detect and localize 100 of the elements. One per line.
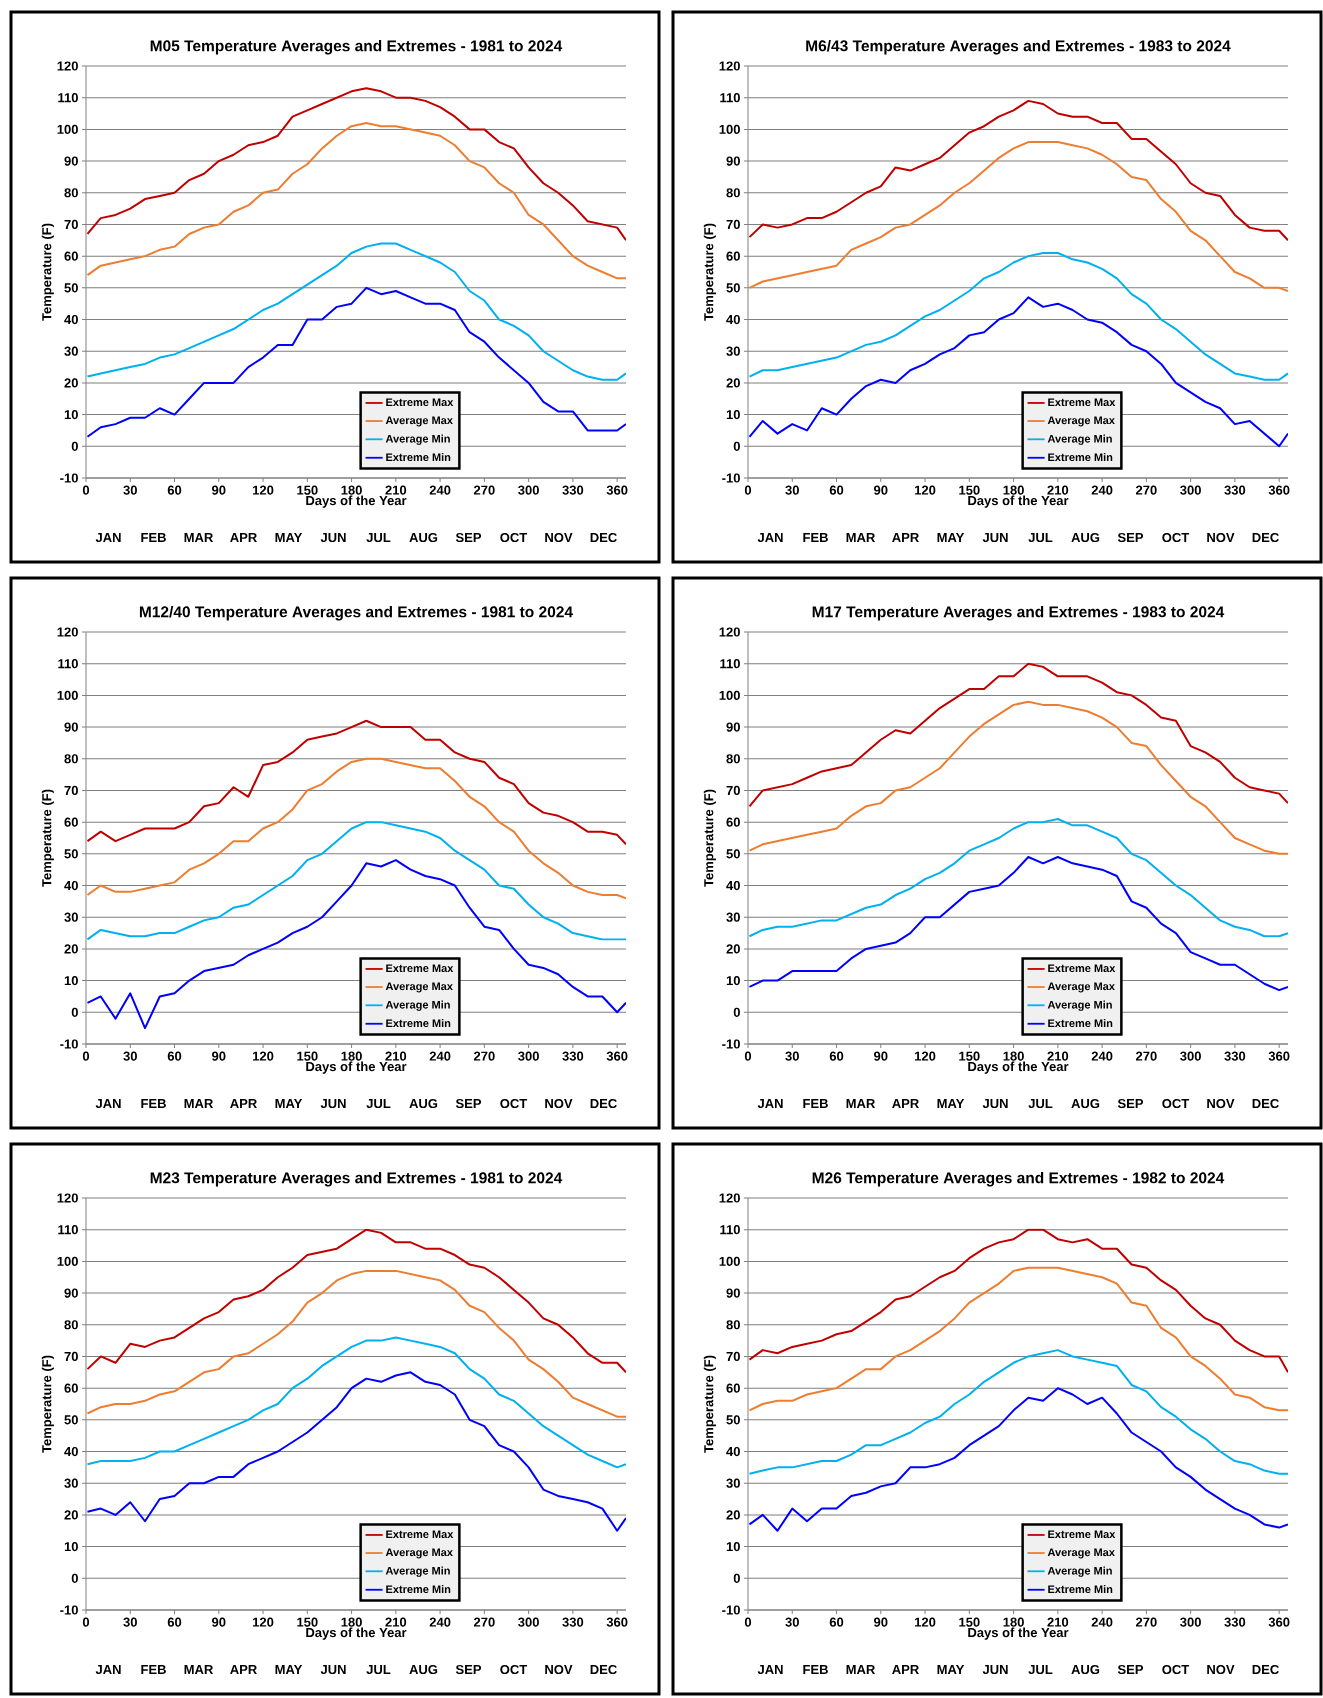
y-tick-label: 30 (64, 912, 78, 922)
x-tick-label: 120 (915, 1617, 936, 1627)
y-tick-label: 70 (726, 785, 740, 796)
x-tick-label: 150 (959, 485, 980, 495)
x-tick-label: 240 (429, 1051, 451, 1061)
x-tick-label: 30 (785, 1051, 799, 1061)
x-tick-label: 0 (744, 1617, 752, 1627)
text: FEB (141, 1665, 166, 1674)
x-tick-label: 360 (606, 1617, 628, 1627)
text: SEP (1117, 1098, 1144, 1109)
y-tick-label: 60 (726, 817, 740, 827)
y-tick-label: 40 (726, 1446, 740, 1457)
y-tick-label: -10 (722, 473, 740, 483)
y-tick-label: 110 (58, 1225, 78, 1235)
chart-title: M05 Temperature Averages and Extremes - 1981 to 2024 (150, 39, 563, 55)
x-tick-label: 60 (167, 1617, 182, 1627)
y-tick-label: 90 (726, 722, 740, 732)
x-tick-label: 90 (874, 1051, 888, 1061)
y-tick-label: 90 (726, 1288, 740, 1298)
y-tick-label: 100 (57, 124, 78, 134)
x-tick-label: 90 (212, 1051, 226, 1061)
text: AUG (1071, 1098, 1100, 1109)
legend-label: Extreme Max (386, 398, 454, 407)
x-tick-label: 180 (1003, 1051, 1024, 1061)
x-tick-label: 360 (606, 485, 628, 495)
text: MAR (184, 1665, 214, 1674)
text: JAN (757, 1665, 783, 1675)
y-tick-label: 20 (726, 944, 740, 954)
y-tick-label: 90 (726, 156, 740, 166)
y-tick-label: 0 (733, 1007, 740, 1017)
y-tick-label: 30 (726, 346, 740, 356)
x-tick-label: 120 (253, 485, 274, 495)
y-tick-label: 70 (64, 785, 78, 796)
y-tick-label: -10 (60, 1605, 78, 1615)
text: SEP (455, 1664, 482, 1675)
x-tick-label: 120 (253, 1617, 274, 1627)
x-tick-label: 210 (1047, 1617, 1069, 1627)
x-tick-label: 270 (473, 1617, 495, 1627)
x-tick-label: 180 (341, 485, 362, 495)
text: JUN (982, 1665, 1008, 1675)
text: MAY (937, 1099, 965, 1108)
text: JAN (95, 1099, 121, 1109)
text: FEB (803, 1665, 828, 1674)
y-tick-label: 40 (64, 1446, 78, 1457)
legend-label: Average Max (1047, 416, 1115, 427)
x-axis-title: Days of the Year (968, 495, 1069, 508)
y-tick-label: 120 (57, 627, 78, 637)
legend-label: Extreme Min (1048, 1585, 1113, 1594)
x-tick-label: 300 (1180, 1051, 1201, 1061)
text: MAY (275, 1099, 303, 1108)
text: MAY (275, 533, 303, 542)
text: NOV (1207, 1098, 1235, 1109)
y-tick-label: 30 (726, 912, 740, 922)
x-tick-label: 240 (1091, 1051, 1113, 1061)
x-tick-label: 360 (606, 1051, 628, 1061)
text: OCT (500, 1664, 528, 1675)
text: JUL (366, 1099, 391, 1109)
x-tick-label: 60 (829, 1617, 844, 1627)
y-tick-label: 50 (726, 849, 740, 859)
text: OCT (1162, 1098, 1190, 1109)
x-axis-title: Days of the Year (968, 1061, 1069, 1074)
x-tick-label: 0 (82, 1051, 90, 1061)
legend-label: Average Max (1047, 982, 1115, 993)
y-tick-label: 40 (64, 880, 78, 891)
text: DEC (1252, 1664, 1279, 1675)
text: APR (892, 1099, 919, 1108)
y-tick-label: 10 (64, 976, 78, 986)
y-tick-label: 30 (64, 1478, 78, 1488)
y-tick-label: 50 (64, 283, 78, 293)
text: MAR (846, 1665, 876, 1674)
y-tick-label: 20 (726, 1510, 740, 1520)
text: SEP (455, 532, 482, 543)
x-tick-label: 0 (744, 1051, 752, 1061)
x-tick-label: 0 (82, 485, 90, 495)
y-axis-title: Temperature (F) (41, 223, 54, 321)
y-tick-label: 120 (57, 61, 78, 71)
y-tick-label: 100 (719, 124, 740, 134)
x-tick-label: 150 (959, 1051, 980, 1061)
text: JUL (1028, 1665, 1053, 1675)
legend-label: Average Max (385, 1548, 453, 1559)
legend-label: Extreme Max (386, 1530, 454, 1539)
chart-title: M17 Temperature Averages and Extremes - 1983 to 2024 (812, 605, 1225, 621)
text: AUG (409, 532, 438, 543)
x-tick-label: 210 (385, 485, 407, 495)
x-tick-label: 240 (1091, 1617, 1113, 1627)
y-tick-label: 10 (726, 1542, 740, 1552)
text: SEP (1117, 1664, 1144, 1675)
y-axis-title: Temperature (F) (703, 789, 716, 887)
x-tick-label: 150 (297, 1051, 318, 1061)
y-tick-label: 80 (726, 1320, 740, 1330)
text: MAR (184, 1099, 214, 1108)
legend-label: Extreme Max (386, 964, 454, 973)
y-tick-label: -10 (60, 473, 78, 483)
y-tick-label: 60 (726, 1383, 740, 1393)
y-tick-label: 100 (719, 690, 740, 700)
y-tick-label: 60 (726, 251, 740, 261)
text: DEC (590, 532, 617, 543)
text: JAN (757, 1099, 783, 1109)
x-tick-label: 330 (1224, 1617, 1246, 1627)
x-tick-label: 60 (167, 1051, 182, 1061)
